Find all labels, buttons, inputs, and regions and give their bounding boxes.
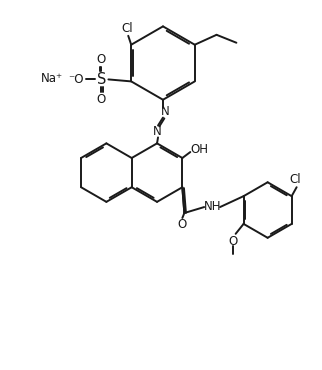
Text: Cl: Cl bbox=[290, 173, 301, 186]
Text: NH: NH bbox=[204, 199, 222, 213]
Text: O: O bbox=[97, 93, 106, 106]
Text: N: N bbox=[153, 125, 161, 138]
Text: O: O bbox=[228, 235, 237, 248]
Text: ⁻O: ⁻O bbox=[68, 73, 83, 86]
Text: S: S bbox=[97, 72, 106, 87]
Text: Na⁺: Na⁺ bbox=[41, 72, 63, 85]
Text: OH: OH bbox=[190, 142, 208, 155]
Text: O: O bbox=[178, 218, 187, 231]
Text: N: N bbox=[161, 105, 169, 118]
Text: O: O bbox=[97, 53, 106, 66]
Text: Cl: Cl bbox=[121, 22, 133, 36]
